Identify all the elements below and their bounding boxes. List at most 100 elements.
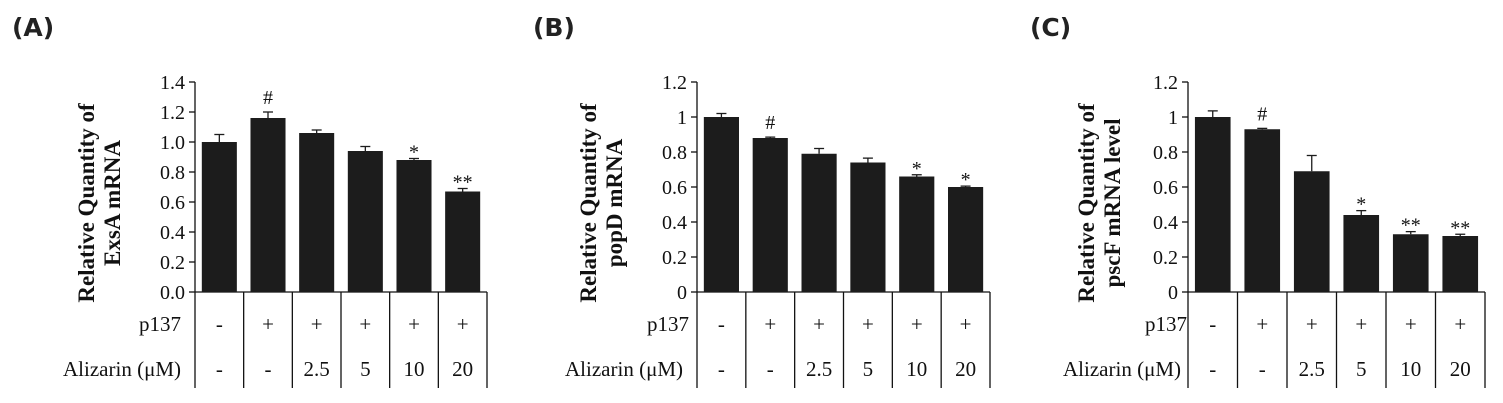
p137-value: +	[1454, 312, 1466, 336]
alizarin-value: -	[1259, 357, 1266, 381]
y-tick-label: 0.0	[160, 282, 185, 304]
p137-value: +	[1306, 312, 1318, 336]
alizarin-value: 10	[906, 357, 927, 381]
y-axis-label-line-1: Relative Quantity of	[1074, 103, 1099, 303]
y-tick-label: 0	[1168, 282, 1178, 304]
y-tick-label: 0.6	[1153, 177, 1178, 199]
bar	[201, 142, 237, 292]
y-tick-label: 0	[677, 282, 687, 304]
bar	[899, 176, 935, 292]
p137-value: +	[1256, 312, 1268, 336]
y-tick-label: 1.4	[160, 72, 185, 94]
alizarin-value: -	[767, 357, 774, 381]
bar	[948, 187, 984, 292]
y-tick-label: 1.2	[662, 72, 687, 94]
bar	[801, 153, 837, 292]
panel-label: (B)	[533, 13, 575, 42]
p137-value: +	[764, 312, 776, 336]
bar	[299, 133, 335, 292]
significance-mark: *	[961, 169, 971, 191]
row-label-alizarin: Alizarin (μM)	[565, 357, 683, 381]
panel-label: (C)	[1030, 13, 1071, 42]
alizarin-value: 20	[1450, 357, 1471, 381]
y-tick-label: 1	[677, 107, 687, 129]
bar	[850, 162, 886, 292]
significance-mark: **	[1401, 215, 1421, 237]
significance-mark: *	[912, 158, 922, 180]
significance-mark: #	[1257, 103, 1267, 125]
bar	[1293, 171, 1330, 292]
alizarin-value: -	[216, 357, 223, 381]
y-axis-label-line-1: Relative Quantity of	[576, 103, 601, 303]
bar	[1194, 117, 1231, 292]
p137-value: +	[1405, 312, 1417, 336]
y-tick-label: 0.4	[160, 222, 185, 244]
alizarin-value: 10	[1400, 357, 1421, 381]
alizarin-value: 20	[955, 357, 976, 381]
y-tick-label: 0.8	[662, 142, 687, 164]
bar	[1343, 215, 1380, 292]
y-axis-label-line-2: ExsA mRNA	[100, 140, 125, 266]
significance-mark: **	[1450, 217, 1470, 239]
panel-c: (C) Relative Quantity of pscF mRNA level…	[1030, 13, 1486, 388]
p137-value: +	[1355, 312, 1367, 336]
y-axis-label-line-1: Relative Quantity of	[74, 103, 99, 303]
p137-value: +	[911, 312, 923, 336]
alizarin-value: -	[265, 357, 272, 381]
row-label-p137: p137	[139, 312, 181, 336]
alizarin-value: 5	[1356, 357, 1367, 381]
p137-value: -	[1209, 312, 1216, 336]
p137-value: +	[262, 312, 274, 336]
alizarin-value: 5	[360, 357, 371, 381]
bar	[703, 117, 739, 292]
y-tick-label: 0.2	[1153, 247, 1178, 269]
y-tick-label: 1.2	[1153, 72, 1178, 94]
p137-value: -	[718, 312, 725, 336]
y-tick-label: 0.4	[662, 212, 687, 234]
p137-value: +	[359, 312, 371, 336]
y-tick-label: 1.0	[160, 132, 185, 154]
y-axis-label-line-2: pscF mRNA level	[1100, 118, 1125, 287]
significance-mark: *	[409, 142, 419, 164]
row-label-p137: p137	[1145, 312, 1187, 336]
y-tick-label: 0.2	[662, 247, 687, 269]
alizarin-value: 5	[863, 357, 874, 381]
row-label-p137: p137	[647, 312, 689, 336]
bar	[1392, 234, 1429, 292]
panel-b: (B) Relative Quantity of popD mRNA p137 …	[533, 13, 991, 388]
p137-value: -	[216, 312, 223, 336]
alizarin-value: -	[718, 357, 725, 381]
significance-mark: **	[453, 172, 473, 194]
p137-value: +	[408, 312, 420, 336]
alizarin-value: 2.5	[1299, 357, 1325, 381]
bar	[396, 160, 432, 292]
y-tick-label: 1	[1168, 107, 1178, 129]
p137-value: +	[311, 312, 323, 336]
row-label-alizarin: Alizarin (μM)	[63, 357, 181, 381]
significance-mark: *	[1356, 194, 1366, 216]
y-tick-label: 0.6	[662, 177, 687, 199]
alizarin-value: 2.5	[806, 357, 832, 381]
bar	[250, 118, 286, 292]
p137-value: +	[960, 312, 972, 336]
alizarin-value: 2.5	[304, 357, 330, 381]
p137-value: +	[457, 312, 469, 336]
y-tick-label: 1.2	[160, 102, 185, 124]
significance-mark: #	[765, 112, 775, 134]
bar	[1244, 129, 1281, 292]
p137-value: +	[862, 312, 874, 336]
alizarin-value: -	[1209, 357, 1216, 381]
row-label-alizarin: Alizarin (μM)	[1063, 357, 1181, 381]
significance-mark: #	[263, 87, 273, 109]
alizarin-value: 20	[452, 357, 473, 381]
bar	[445, 191, 481, 292]
panel-label: (A)	[12, 13, 54, 42]
y-tick-label: 0.8	[160, 162, 185, 184]
bar	[1442, 236, 1479, 292]
p137-value: +	[813, 312, 825, 336]
panel-a: (A) Relative Quantity of ExsA mRNA p137 …	[12, 13, 488, 388]
y-axis-label-line-2: popD mRNA	[602, 138, 627, 267]
bar	[752, 138, 788, 292]
y-tick-label: 0.8	[1153, 142, 1178, 164]
alizarin-value: 10	[404, 357, 425, 381]
